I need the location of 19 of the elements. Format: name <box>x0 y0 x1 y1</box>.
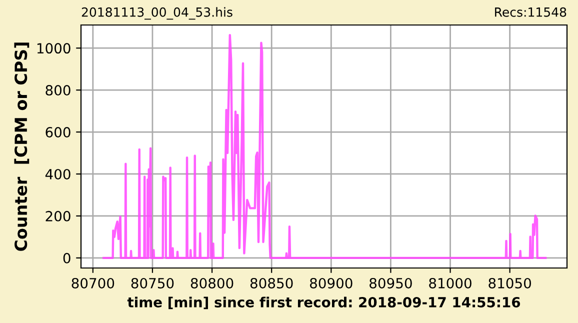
x-tick-label: 80950 <box>370 278 412 288</box>
x-tick-label: 80850 <box>250 278 293 288</box>
chart-title: 20181113_00_04_53.his <box>82 7 232 20</box>
x-axis-title: time [min] since first record: 2018-09-17 14:55:16 <box>127 296 520 310</box>
x-tick-label: 81000 <box>429 278 472 288</box>
text: Recs:11548 <box>495 7 566 17</box>
y-tick-label: 1000 <box>37 43 70 54</box>
y-tick-label: 0 <box>63 252 70 264</box>
x-tick-label: 80700 <box>72 278 114 288</box>
x-tick-label: 80750 <box>131 278 174 288</box>
line-series <box>102 34 547 260</box>
y-tick-label: 800 <box>46 85 70 96</box>
y-tick-label: 200 <box>46 210 70 222</box>
y-tick-label: 600 <box>46 126 70 138</box>
y-tick-label: 400 <box>45 168 70 180</box>
x-tick-label: 80900 <box>310 278 352 288</box>
x-tick-label: 80800 <box>190 278 234 288</box>
y-axis-title: Counter [CPM or CPS] <box>14 42 30 251</box>
x-tick-label: 81050 <box>488 278 531 288</box>
